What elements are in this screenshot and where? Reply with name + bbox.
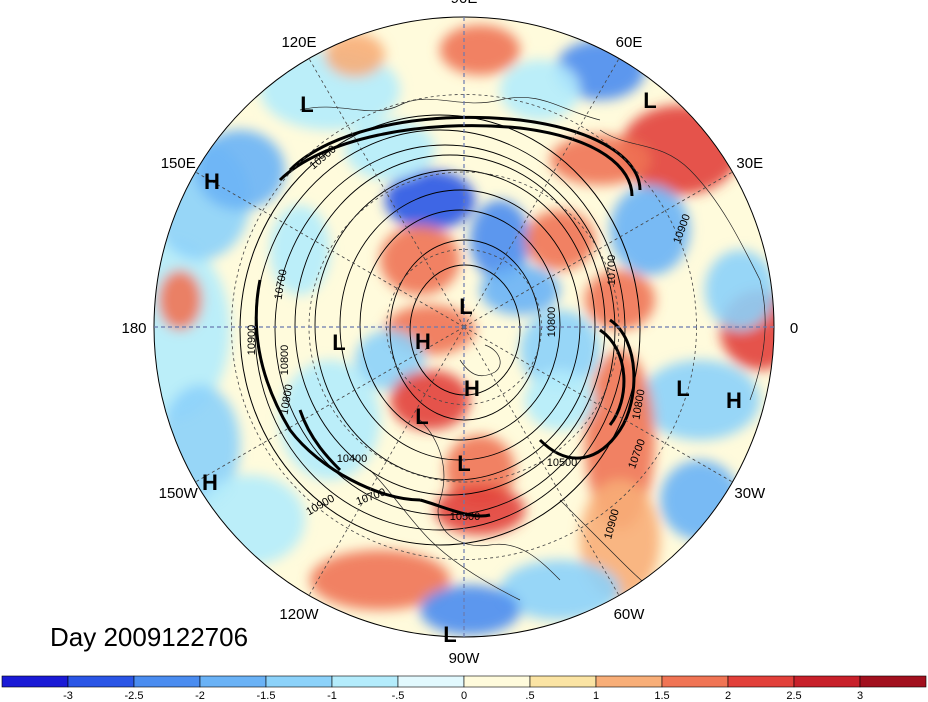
colorbar: -3 -2.5 -2 -1.5 -1 -.5 0 .5 1 1.5 2 2.5 3 bbox=[1, 675, 927, 702]
pressure-center-low: L bbox=[457, 451, 470, 476]
longitude-label: 120E bbox=[281, 34, 316, 51]
pressure-center-markers: L L H L H L H L L H L H L bbox=[202, 88, 742, 647]
pressure-center-low: L bbox=[643, 88, 656, 113]
longitude-label: 150W bbox=[159, 485, 199, 502]
longitude-label: 60W bbox=[614, 606, 646, 623]
pressure-center-high: H bbox=[726, 388, 742, 413]
colorbar-tick-label: -1 bbox=[327, 690, 337, 702]
contour-label: 10700 bbox=[272, 268, 289, 300]
colorbar-swatch bbox=[67, 675, 135, 688]
colorbar-swatch bbox=[199, 675, 267, 688]
contour-label: 10800 bbox=[630, 388, 647, 420]
contour-label: 10400 bbox=[337, 453, 368, 465]
pressure-center-low: L bbox=[443, 622, 456, 647]
colorbar-tick-label: 1 bbox=[593, 690, 599, 702]
colorbar-swatch bbox=[727, 675, 795, 688]
pressure-center-low: L bbox=[676, 376, 689, 401]
dashed-meridian-axes bbox=[154, 17, 774, 637]
colorbar-swatch bbox=[661, 675, 729, 688]
colorbar-swatch bbox=[331, 675, 399, 688]
colorbar-tick-label: -2.5 bbox=[125, 690, 144, 702]
colorbar-swatch bbox=[397, 675, 465, 688]
colorbar-tick-label: 1.5 bbox=[654, 690, 669, 702]
longitude-label: 180 bbox=[121, 320, 146, 337]
pressure-center-low: L bbox=[459, 294, 472, 319]
map-disk bbox=[154, 17, 774, 637]
colorbar-swatch bbox=[529, 675, 597, 688]
contour-label: 10500 bbox=[450, 511, 481, 523]
colorbar-swatch bbox=[265, 675, 333, 688]
height-contours bbox=[239, 114, 642, 546]
longitude-labels: 90E 60E 30E 0 30W 60W 90W 120W 150W 180 150E 120E bbox=[121, 0, 798, 667]
contour-label: 10900 bbox=[246, 325, 258, 356]
anomaly-field bbox=[154, 25, 774, 635]
contour-label: 10800 bbox=[278, 383, 295, 415]
pressure-center-low: L bbox=[415, 404, 428, 429]
longitude-label: 120W bbox=[279, 606, 319, 623]
colorbar-swatch bbox=[595, 675, 663, 688]
contour-label: 10800 bbox=[279, 345, 291, 376]
longitude-label: 60E bbox=[616, 34, 643, 51]
longitude-label: 0 bbox=[790, 320, 798, 337]
colorbar-tick-label: -.5 bbox=[392, 690, 405, 702]
pressure-center-high: H bbox=[204, 169, 220, 194]
colorbar-tick-label: -3 bbox=[63, 690, 73, 702]
contour-label: 10500 bbox=[547, 457, 578, 469]
contour-label: 10700 bbox=[606, 255, 618, 286]
pressure-center-high: H bbox=[415, 329, 431, 354]
colorbar-tick-label: -2 bbox=[195, 690, 205, 702]
longitude-label: 150E bbox=[161, 155, 196, 172]
longitude-label: 30E bbox=[736, 155, 763, 172]
colorbar-tick-label: 2 bbox=[725, 690, 731, 702]
longitude-label: 90E bbox=[451, 0, 478, 7]
colorbar-swatch bbox=[793, 675, 861, 688]
colorbar-tick-label: 3 bbox=[857, 690, 863, 702]
colorbar-swatch bbox=[859, 675, 927, 688]
pressure-center-low: L bbox=[300, 92, 313, 117]
pressure-center-high: H bbox=[202, 470, 218, 495]
colorbar-tick-label: .5 bbox=[525, 690, 534, 702]
longitude-label: 30W bbox=[734, 485, 766, 502]
pressure-center-high: H bbox=[464, 376, 480, 401]
colorbar-swatch bbox=[1, 675, 69, 688]
pressure-center-low: L bbox=[332, 330, 345, 355]
colorbar-swatch bbox=[133, 675, 201, 688]
contour-label: 10800 bbox=[546, 307, 558, 338]
colorbar-tick-label: -1.5 bbox=[257, 690, 276, 702]
colorbar-tick-label: 2.5 bbox=[786, 690, 801, 702]
colorbar-swatch bbox=[463, 675, 531, 688]
day-label: Day 2009122706 bbox=[50, 622, 248, 652]
colorbar-tick-label: 0 bbox=[461, 690, 467, 702]
longitude-label: 90W bbox=[449, 650, 481, 667]
